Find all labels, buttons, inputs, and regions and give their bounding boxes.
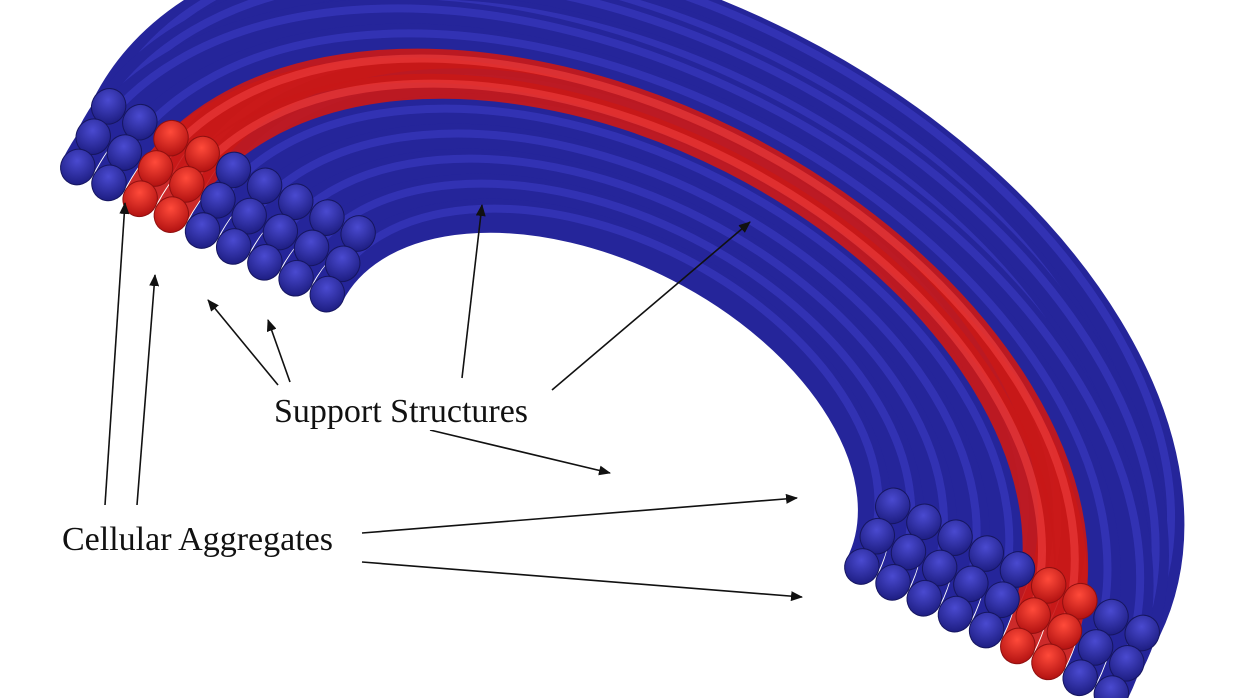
- tube-highlight: [140, 54, 1079, 657]
- support-tube: [249, 148, 958, 606]
- cellular-label: Cellular Aggregates: [62, 521, 333, 558]
- support-end: [247, 244, 283, 281]
- tube-highlight: [77, 4, 1145, 689]
- arrow: [461, 204, 486, 379]
- tube-highlight: [108, 0, 1176, 628]
- support-end: [937, 595, 974, 633]
- support-end: [309, 275, 345, 313]
- arrow: [207, 299, 279, 386]
- support-tube: [280, 173, 925, 591]
- tube-highlight: [171, 79, 1047, 641]
- tube-structure: [60, 0, 1185, 698]
- tube-highlight: [233, 129, 981, 609]
- arrows: [104, 202, 803, 602]
- label-background: [58, 518, 356, 558]
- support-end: [1062, 659, 1098, 697]
- support-end: [875, 564, 911, 601]
- support-tube: [62, 0, 1154, 698]
- cell-tube: [156, 73, 1056, 654]
- cell-end: [1031, 643, 1067, 681]
- support-end: [968, 611, 1005, 649]
- arrow: [429, 429, 611, 476]
- cell-tube: [125, 48, 1089, 670]
- support-end: [844, 548, 880, 585]
- support-end: [906, 579, 942, 617]
- tube-highlight: [109, 29, 1112, 673]
- support-end: [1093, 675, 1130, 698]
- arrow: [266, 319, 291, 383]
- support-end: [278, 259, 314, 297]
- arrow: [551, 221, 751, 391]
- arrow: [361, 561, 803, 602]
- support-end: [184, 212, 221, 249]
- tube-highlight: [327, 204, 883, 562]
- cell-end: [122, 180, 158, 218]
- support-tube: [93, 23, 1121, 686]
- tube-highlight: [93, 0, 1160, 658]
- arrow: [104, 202, 130, 506]
- support-tube: [312, 198, 892, 575]
- support-end: [91, 164, 127, 202]
- cell-end: [153, 196, 190, 233]
- support-label: Support Structures: [274, 393, 528, 430]
- support-tube: [187, 98, 1023, 638]
- arrow: [136, 274, 160, 506]
- support-end: [215, 228, 252, 265]
- tube-highlight: [296, 179, 916, 578]
- tube-highlight: [264, 154, 948, 593]
- arrow: [361, 493, 798, 534]
- cell-end: [1000, 627, 1036, 665]
- support-tube: [93, 0, 1185, 641]
- tube-highlight: [202, 104, 1014, 625]
- support-tube: [218, 123, 990, 622]
- support-tube: [78, 0, 1169, 671]
- support-end: [60, 148, 96, 186]
- label-background: [270, 390, 550, 430]
